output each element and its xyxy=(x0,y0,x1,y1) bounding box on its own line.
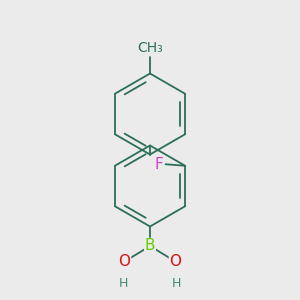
Text: H: H xyxy=(119,277,128,290)
Text: B: B xyxy=(145,238,155,253)
Text: O: O xyxy=(118,254,130,269)
Text: F: F xyxy=(154,157,163,172)
Text: O: O xyxy=(169,254,181,269)
Text: H: H xyxy=(172,277,181,290)
Text: CH₃: CH₃ xyxy=(137,40,163,55)
